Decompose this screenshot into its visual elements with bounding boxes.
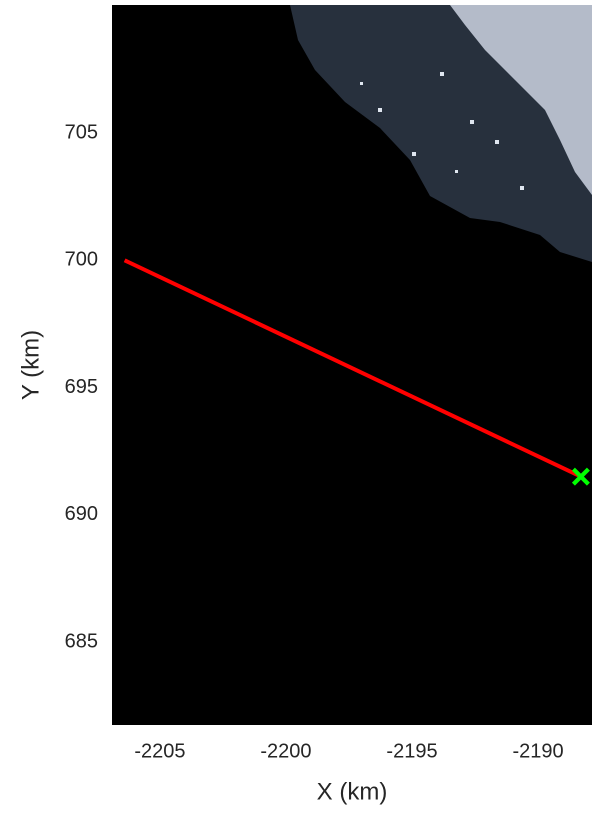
x-tick-label: -2190 (512, 740, 563, 762)
image-specks (360, 72, 524, 190)
x-tick-label: -2195 (386, 740, 437, 762)
y-tick-label: 690 (65, 503, 98, 525)
x-tick-label: -2200 (260, 740, 311, 762)
end-marker (571, 467, 590, 486)
y-axis-label: Y (km) (17, 330, 44, 400)
background-image (112, 5, 592, 725)
y-tick-label: 685 (65, 630, 98, 652)
y-tick-label: 695 (65, 376, 98, 398)
x-tick-label: -2205 (134, 740, 185, 762)
y-tick-label: 700 (65, 249, 98, 271)
x-axis-label: X (km) (317, 778, 388, 805)
line-series (123, 258, 582, 479)
y-tick-label: 705 (65, 121, 98, 143)
image-light (450, 5, 592, 195)
